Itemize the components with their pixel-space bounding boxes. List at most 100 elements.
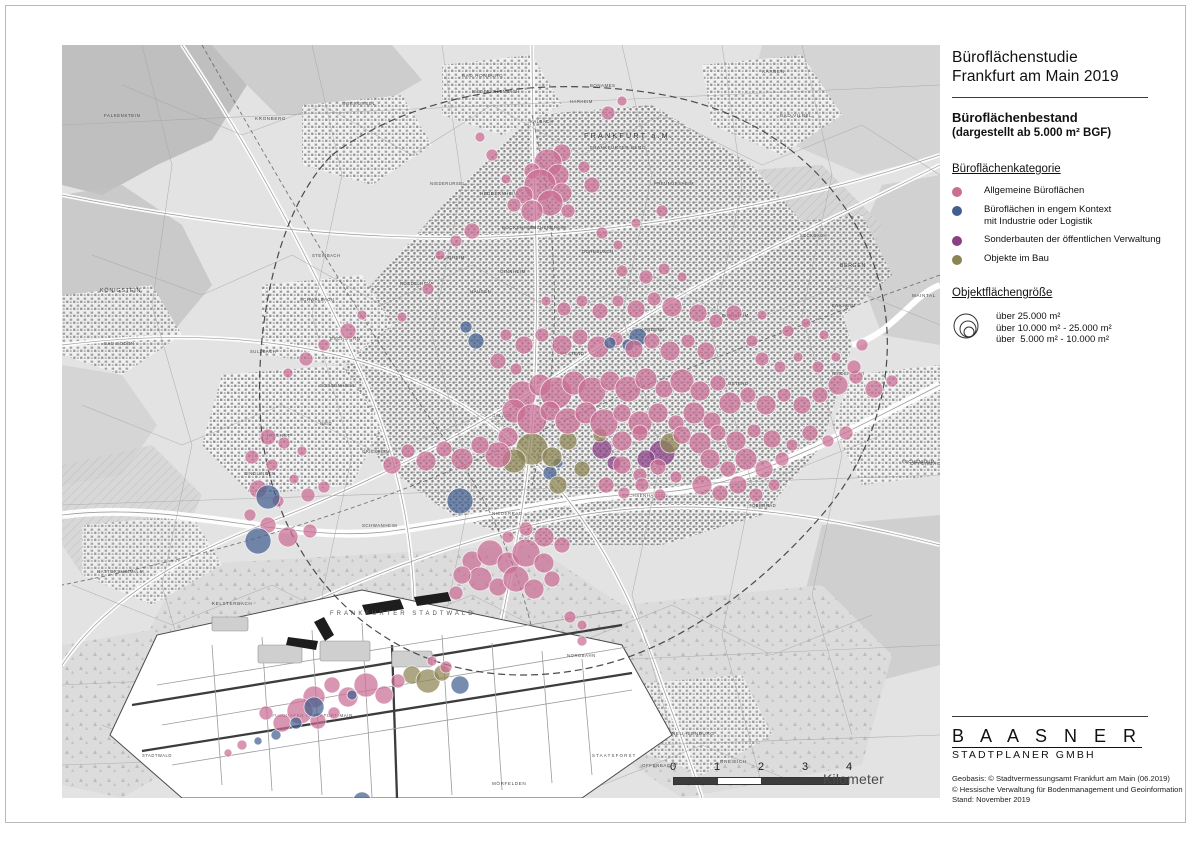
- office-point-marker[interactable]: [634, 477, 650, 493]
- office-point-marker[interactable]: [576, 619, 588, 631]
- office-point-marker[interactable]: [682, 401, 706, 425]
- office-point-marker[interactable]: [755, 394, 777, 416]
- office-point-marker[interactable]: [576, 635, 588, 647]
- office-point-marker[interactable]: [680, 333, 696, 349]
- office-point-marker[interactable]: [353, 672, 379, 698]
- office-point-marker[interactable]: [520, 199, 544, 223]
- office-point-marker[interactable]: [541, 446, 563, 468]
- office-point-marker[interactable]: [533, 526, 555, 548]
- office-point-marker[interactable]: [452, 565, 472, 585]
- office-point-marker[interactable]: [382, 455, 402, 475]
- office-point-marker[interactable]: [776, 387, 792, 403]
- office-point-marker[interactable]: [244, 449, 260, 465]
- office-point-marker[interactable]: [612, 403, 632, 423]
- office-point-marker[interactable]: [669, 368, 695, 394]
- office-point-marker[interactable]: [792, 395, 812, 415]
- office-point-marker[interactable]: [597, 476, 615, 494]
- office-point-marker[interactable]: [748, 487, 764, 503]
- office-point-marker[interactable]: [255, 484, 281, 510]
- office-point-marker[interactable]: [688, 303, 708, 323]
- office-point-marker[interactable]: [506, 197, 522, 213]
- office-point-marker[interactable]: [439, 660, 453, 674]
- office-point-marker[interactable]: [885, 374, 899, 388]
- office-point-marker[interactable]: [470, 435, 490, 455]
- office-point-marker[interactable]: [426, 655, 438, 667]
- office-point-marker[interactable]: [575, 294, 589, 308]
- office-point-marker[interactable]: [509, 362, 523, 376]
- office-point-marker[interactable]: [767, 478, 781, 492]
- office-point-marker[interactable]: [323, 676, 341, 694]
- office-point-marker[interactable]: [708, 313, 724, 329]
- office-point-marker[interactable]: [672, 425, 692, 445]
- office-point-marker[interactable]: [653, 488, 667, 502]
- office-point-marker[interactable]: [396, 311, 408, 323]
- office-point-marker[interactable]: [785, 438, 799, 452]
- office-point-marker[interactable]: [689, 380, 711, 402]
- office-point-marker[interactable]: [243, 508, 257, 522]
- office-point-marker[interactable]: [838, 425, 854, 441]
- office-point-marker[interactable]: [317, 480, 331, 494]
- office-point-marker[interactable]: [489, 352, 507, 370]
- office-point-marker[interactable]: [446, 487, 474, 515]
- office-point-marker[interactable]: [434, 249, 446, 261]
- office-point-marker[interactable]: [346, 689, 358, 701]
- office-point-marker[interactable]: [800, 317, 812, 329]
- office-point-marker[interactable]: [272, 713, 292, 733]
- office-point-marker[interactable]: [746, 423, 762, 439]
- office-point-marker[interactable]: [259, 428, 277, 446]
- office-point-marker[interactable]: [669, 470, 683, 484]
- office-point-marker[interactable]: [591, 302, 609, 320]
- office-point-marker[interactable]: [709, 424, 727, 442]
- office-point-marker[interactable]: [421, 282, 435, 296]
- office-point-marker[interactable]: [467, 566, 493, 592]
- office-point-marker[interactable]: [553, 536, 571, 554]
- office-point-marker[interactable]: [725, 430, 747, 452]
- office-point-marker[interactable]: [864, 379, 884, 399]
- office-point-marker[interactable]: [551, 334, 573, 356]
- office-point-marker[interactable]: [691, 474, 713, 496]
- office-point-marker[interactable]: [718, 391, 742, 415]
- office-point-marker[interactable]: [774, 451, 790, 467]
- office-point-marker[interactable]: [739, 386, 757, 404]
- office-point-marker[interactable]: [634, 367, 658, 391]
- office-point-marker[interactable]: [756, 309, 768, 321]
- office-point-marker[interactable]: [612, 239, 624, 251]
- office-point-marker[interactable]: [626, 299, 646, 319]
- office-point-marker[interactable]: [258, 705, 274, 721]
- office-point-marker[interactable]: [484, 441, 512, 469]
- office-point-marker[interactable]: [709, 374, 727, 392]
- office-point-marker[interactable]: [631, 424, 649, 442]
- office-point-marker[interactable]: [459, 320, 473, 334]
- office-point-marker[interactable]: [289, 716, 303, 730]
- office-point-marker[interactable]: [643, 332, 661, 350]
- office-point-marker[interactable]: [734, 447, 758, 471]
- office-point-marker[interactable]: [450, 675, 470, 695]
- office-point-marker[interactable]: [617, 486, 631, 500]
- office-point-marker[interactable]: [638, 269, 654, 285]
- office-point-marker[interactable]: [661, 296, 683, 318]
- office-point-marker[interactable]: [298, 351, 314, 367]
- office-point-marker[interactable]: [801, 424, 819, 442]
- office-point-marker[interactable]: [773, 360, 787, 374]
- office-point-marker[interactable]: [657, 262, 671, 276]
- office-point-marker[interactable]: [725, 304, 743, 322]
- office-point-marker[interactable]: [781, 324, 795, 338]
- office-point-marker[interactable]: [501, 530, 515, 544]
- office-point-marker[interactable]: [282, 367, 294, 379]
- office-point-marker[interactable]: [270, 729, 282, 741]
- office-point-marker[interactable]: [615, 264, 629, 278]
- office-point-marker[interactable]: [600, 105, 616, 121]
- office-point-marker[interactable]: [646, 291, 662, 307]
- office-point-marker[interactable]: [745, 334, 759, 348]
- office-point-marker[interactable]: [612, 455, 632, 475]
- office-point-marker[interactable]: [353, 791, 371, 798]
- office-point-marker[interactable]: [540, 295, 552, 307]
- office-point-marker[interactable]: [699, 448, 721, 470]
- office-point-marker[interactable]: [711, 484, 729, 502]
- office-point-marker[interactable]: [523, 578, 545, 600]
- office-point-marker[interactable]: [244, 527, 272, 555]
- office-point-marker[interactable]: [500, 173, 512, 185]
- office-point-marker[interactable]: [449, 234, 463, 248]
- office-point-marker[interactable]: [830, 351, 842, 363]
- office-point-marker[interactable]: [595, 226, 609, 240]
